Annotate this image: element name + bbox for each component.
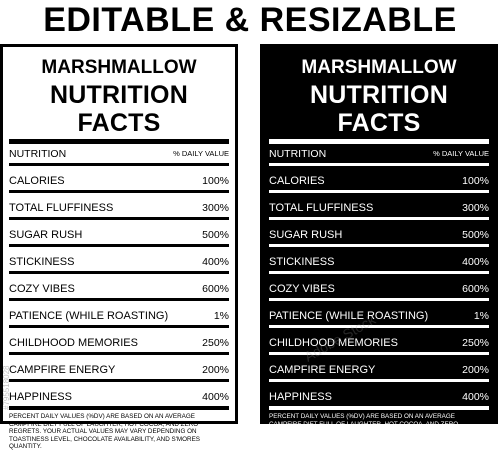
divider-thick — [9, 139, 229, 144]
divider — [9, 271, 229, 274]
nutrient-value: 1% — [473, 310, 489, 322]
divider-thick — [269, 139, 489, 144]
divider — [9, 217, 229, 220]
divider — [9, 352, 229, 355]
divider — [269, 244, 489, 247]
nutrient-label: HAPPINESS — [9, 391, 72, 403]
header-label: NUTRITION — [269, 148, 327, 160]
divider — [9, 379, 229, 382]
nutrient-row: CAMPFIRE ENERGY 200% — [9, 355, 229, 377]
divider — [269, 217, 489, 220]
nutrient-value: 400% — [202, 391, 229, 403]
divider — [269, 298, 489, 301]
nutrient-row: TOTAL FLUFFINESS 300% — [9, 193, 229, 215]
nutrient-row: HAPPINESS 400% — [9, 382, 229, 404]
nutrient-label: TOTAL FLUFFINESS — [9, 202, 114, 214]
nutrient-label: HAPPINESS — [269, 391, 332, 403]
nutrient-row: CHILDHOOD MEMORIES 250% — [269, 328, 489, 350]
nutrition-label-light: MARSHMALLOW NUTRITION FACTS NUTRITION % … — [0, 44, 238, 450]
nutrient-value: 300% — [462, 202, 489, 214]
header-row: NUTRITION % DAILY VALUE — [269, 144, 489, 161]
nutrient-value: 200% — [202, 364, 229, 376]
nutrient-label: STICKINESS — [269, 256, 335, 268]
header-label: NUTRITION — [9, 148, 67, 160]
divider — [9, 406, 229, 410]
nutrient-label: COZY VIBES — [9, 283, 75, 295]
nutrient-row: CHILDHOOD MEMORIES 250% — [9, 328, 229, 350]
nutrient-row: HAPPINESS 400% — [269, 382, 489, 404]
nutrient-label: CALORIES — [269, 175, 325, 187]
nutrient-value: 600% — [202, 283, 229, 295]
nutrition-facts-title: NUTRITION FACTS — [50, 81, 188, 137]
stock-id: #795518028 — [2, 365, 11, 411]
nutrient-value: 600% — [462, 283, 489, 295]
nutrient-row: CALORIES 100% — [269, 166, 489, 188]
nutrient-value: 400% — [462, 256, 489, 268]
divider — [269, 271, 489, 274]
nutrient-row: CALORIES 100% — [9, 166, 229, 188]
nutrient-label: SUGAR RUSH — [9, 229, 83, 241]
nutrient-label: CHILDHOOD MEMORIES — [269, 337, 398, 349]
divider — [269, 190, 489, 193]
nutrient-row: PATIENCE (WHILE ROASTING) 1% — [269, 301, 489, 323]
nutrient-value: 1% — [213, 310, 229, 322]
rows-dark: CALORIES 100% TOTAL FLUFFINESS 300% SUGAR RU… — [269, 166, 489, 410]
rows-light: CALORIES 100% TOTAL FLUFFINESS 300% SUGAR RU… — [9, 166, 229, 410]
footnote: PERCENT DAILY VALUES (%DV) ARE BASED ON … — [269, 413, 460, 451]
nutrient-value: 500% — [462, 229, 489, 241]
nutrient-value: 300% — [202, 202, 229, 214]
nutrient-label: CALORIES — [9, 175, 65, 187]
nutrient-value: 500% — [202, 229, 229, 241]
divider — [9, 325, 229, 328]
header-value: % DAILY VALUE — [173, 149, 229, 158]
nutrient-label: CAMPFIRE ENERGY — [269, 364, 376, 376]
nutrient-value: 400% — [202, 256, 229, 268]
nutrient-row: SUGAR RUSH 500% — [269, 220, 489, 242]
divider — [269, 163, 489, 166]
divider — [269, 406, 489, 410]
nutrient-value: 200% — [462, 364, 489, 376]
nutrient-value: 250% — [462, 337, 489, 349]
header-row: NUTRITION % DAILY VALUE — [9, 144, 229, 161]
nutrient-row: TOTAL FLUFFINESS 300% — [269, 193, 489, 215]
nutrient-label: COZY VIBES — [269, 283, 335, 295]
nutrient-label: TOTAL FLUFFINESS — [269, 202, 374, 214]
nutrient-value: 100% — [462, 175, 489, 187]
nutrient-row: STICKINESS 400% — [269, 247, 489, 269]
nutrient-label: STICKINESS — [9, 256, 75, 268]
brand-title: MARSHMALLOW — [301, 57, 457, 78]
nutrition-facts-title: NUTRITION FACTS — [310, 81, 448, 137]
divider — [269, 352, 489, 355]
brand-title: MARSHMALLOW — [41, 57, 197, 78]
divider — [9, 190, 229, 193]
footnote: PERCENT DAILY VALUES (%DV) ARE BASED ON … — [9, 413, 200, 451]
divider — [269, 379, 489, 382]
nutrient-row: PATIENCE (WHILE ROASTING) 1% — [9, 301, 229, 323]
nutrient-label: SUGAR RUSH — [269, 229, 343, 241]
nutrient-row: SUGAR RUSH 500% — [9, 220, 229, 242]
nutrient-label: PATIENCE (WHILE ROASTING) — [9, 310, 169, 322]
nutrient-value: 400% — [462, 391, 489, 403]
nutrient-row: CAMPFIRE ENERGY 200% — [269, 355, 489, 377]
nutrient-row: STICKINESS 400% — [9, 247, 229, 269]
divider — [9, 298, 229, 301]
nutrient-label: CHILDHOOD MEMORIES — [9, 337, 138, 349]
nutrient-value: 100% — [202, 175, 229, 187]
nutrient-label: CAMPFIRE ENERGY — [9, 364, 116, 376]
divider — [9, 244, 229, 247]
nutrient-row: COZY VIBES 600% — [269, 274, 489, 296]
header-value: % DAILY VALUE — [433, 149, 489, 158]
nutrient-value: 250% — [202, 337, 229, 349]
divider — [269, 325, 489, 328]
headline: EDITABLE & RESIZABLE — [43, 1, 457, 39]
nutrition-label-dark: MARSHMALLOW NUTRITION FACTS NUTRITION % … — [260, 44, 498, 450]
nutrient-label: PATIENCE (WHILE ROASTING) — [269, 310, 429, 322]
divider — [9, 163, 229, 166]
nutrient-row: COZY VIBES 600% — [9, 274, 229, 296]
